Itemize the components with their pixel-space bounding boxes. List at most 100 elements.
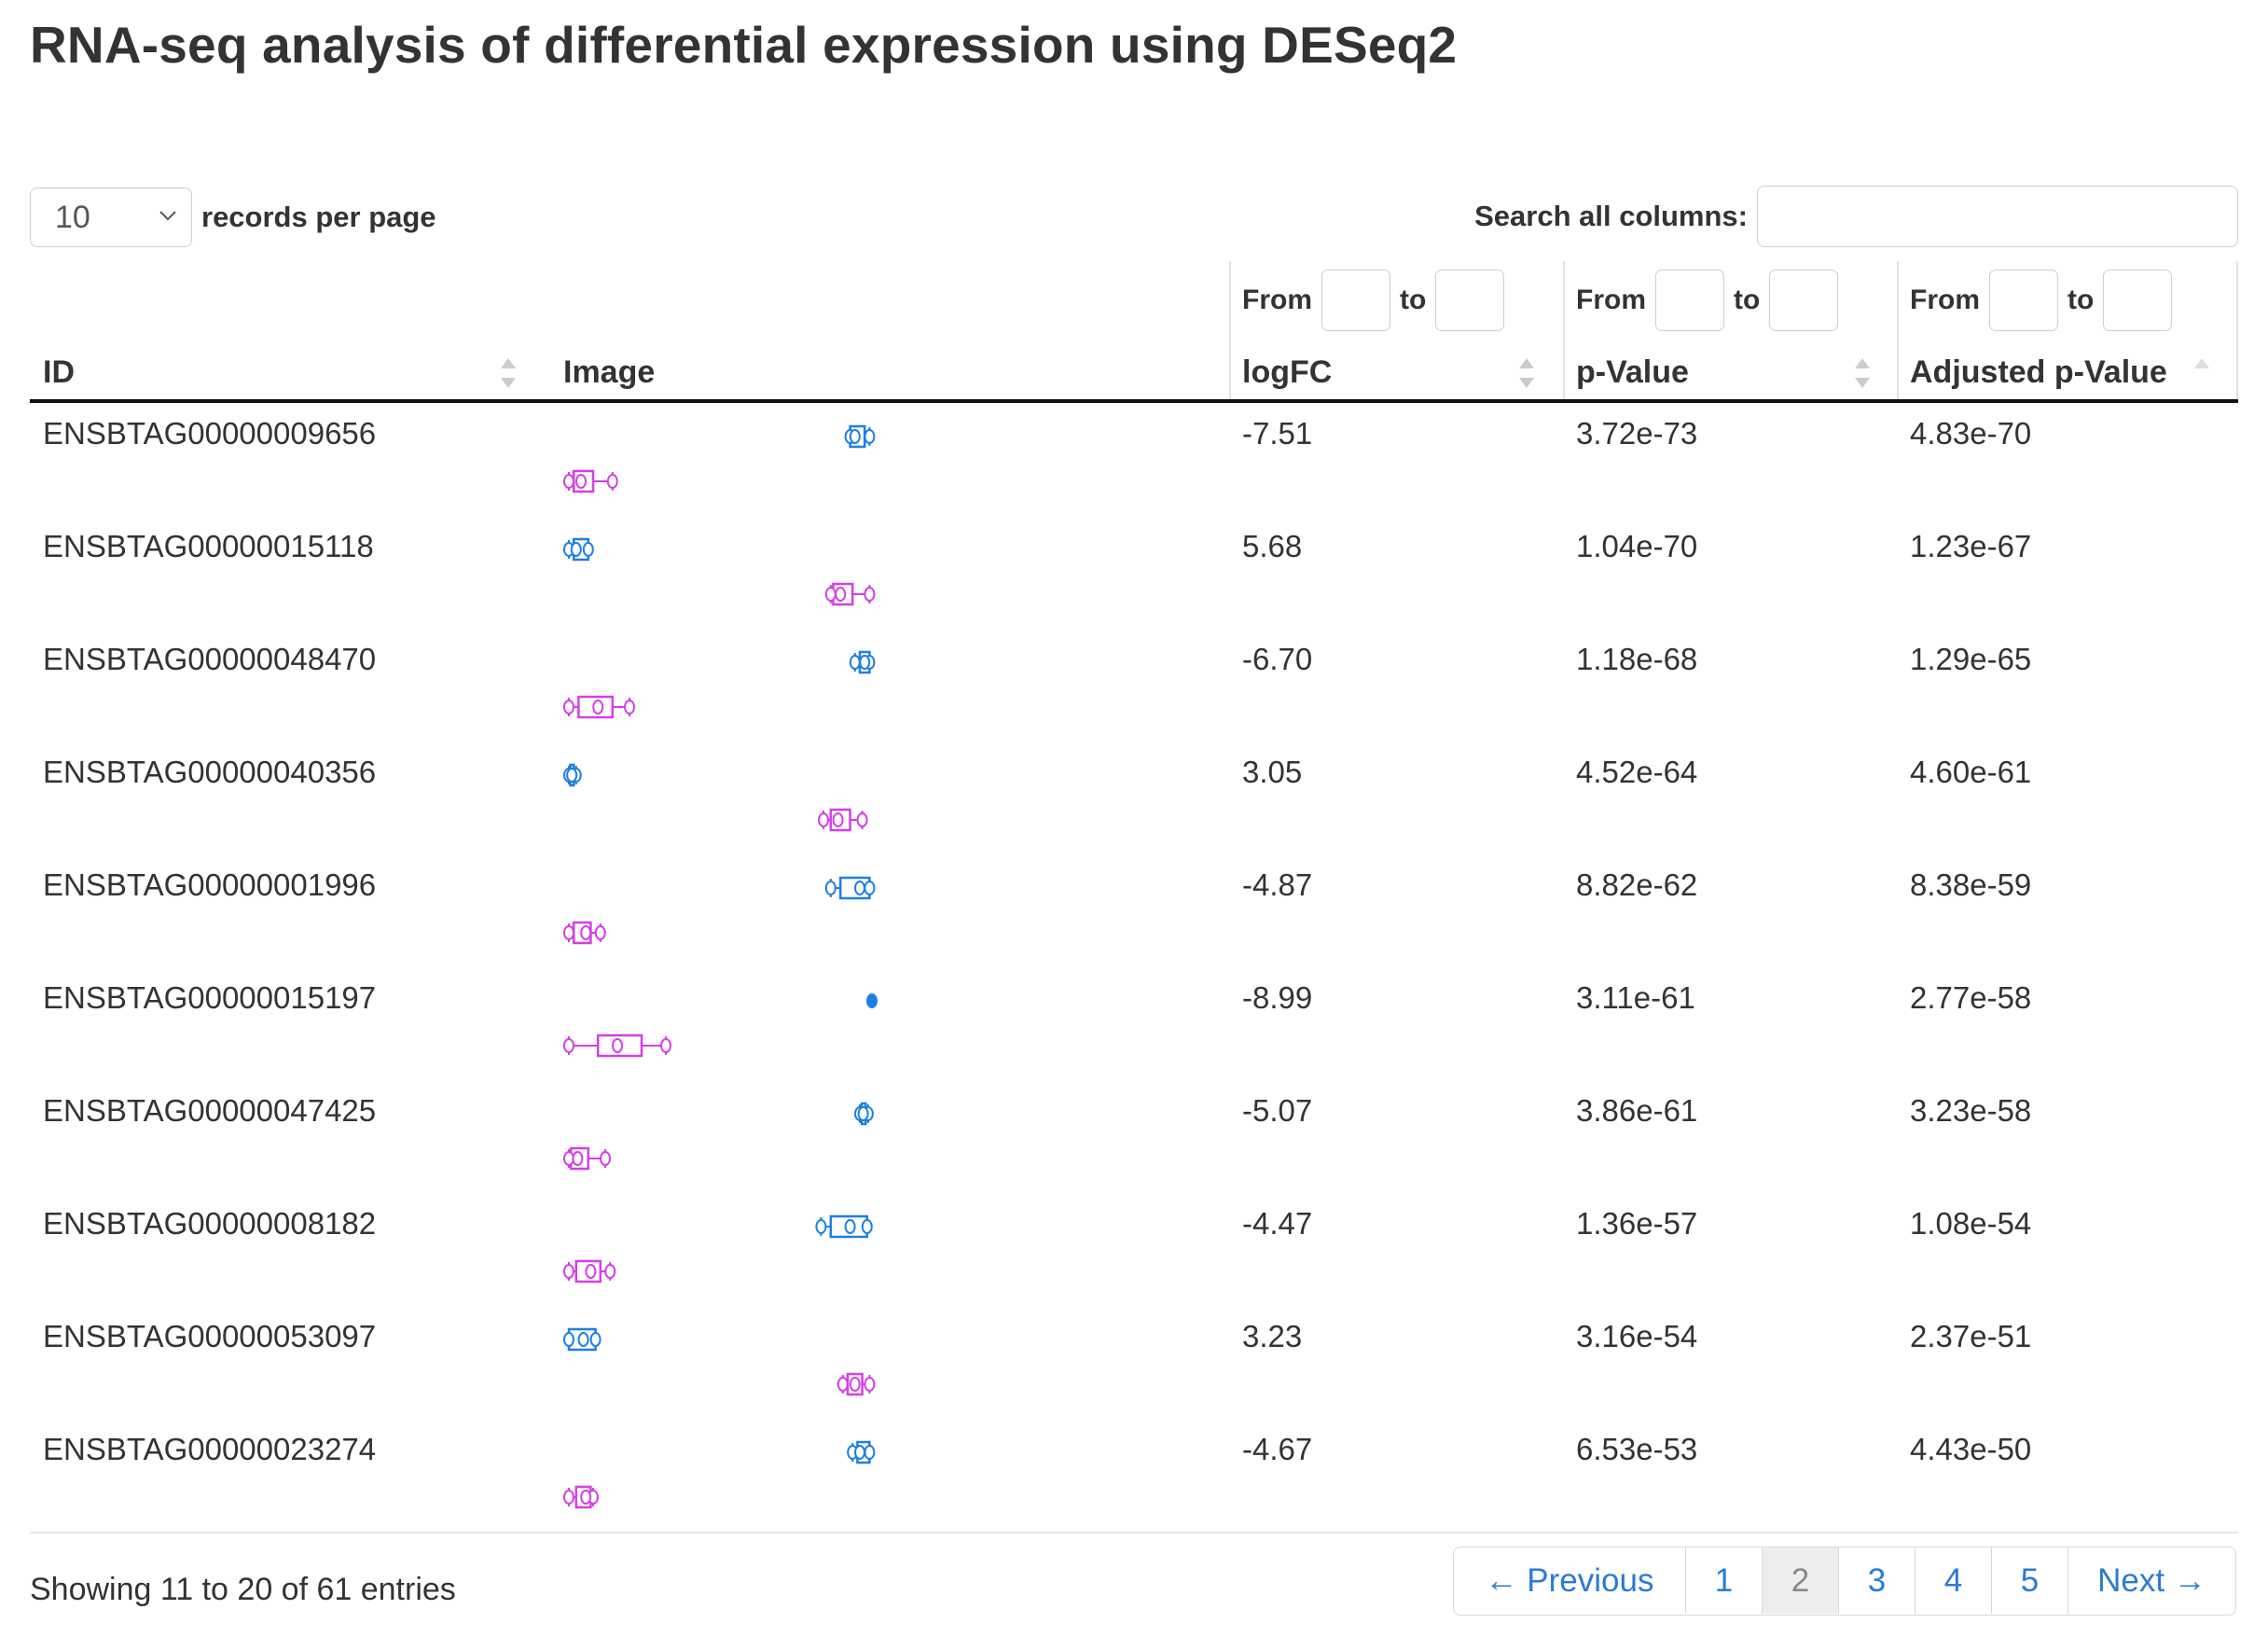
- adjusted-pvalue-cell: 1.29e-65: [1910, 642, 2032, 676]
- group2-boxplot: [563, 1146, 611, 1171]
- group2-boxplot-min-point: [824, 587, 837, 602]
- logfc-cell: -5.07: [1242, 1093, 1313, 1128]
- column-header-id[interactable]: ID: [43, 354, 75, 390]
- group2-boxplot-box: [574, 1259, 602, 1283]
- pvalue-cell: 1.36e-57: [1576, 1206, 1698, 1241]
- adjusted-pvalue-to-input[interactable]: [2103, 270, 2173, 331]
- search-area: Search all columns:: [1474, 186, 2238, 247]
- pvalue-cell: 1.18e-68: [1576, 642, 1698, 676]
- group1-boxplot: [563, 537, 594, 562]
- pvalue-cell: 8.82e-62: [1576, 867, 1698, 902]
- logfc-cell: 3.23: [1242, 1319, 1303, 1353]
- pvalue-cell: 3.72e-73: [1576, 416, 1698, 451]
- page-button-5[interactable]: 5: [1991, 1547, 2067, 1614]
- search-label: Search all columns:: [1474, 200, 1748, 232]
- group2-boxplot-min-point: [563, 925, 574, 940]
- logfc-filter: From to: [1242, 261, 1514, 340]
- logfc-cell: 3.05: [1242, 755, 1303, 789]
- group1-boxplot-median-point: [854, 1445, 865, 1460]
- sort-ascending-icon[interactable]: [2192, 354, 2212, 392]
- group2-boxplot: [824, 582, 876, 606]
- filter-to-label: to: [1734, 284, 1761, 315]
- group2-boxplot-median-point: [580, 1490, 592, 1505]
- group2-boxplot-box: [596, 1034, 643, 1058]
- page-button-1[interactable]: 1: [1685, 1547, 1762, 1614]
- logfc-to-input[interactable]: [1435, 270, 1505, 331]
- group1-boxplot-median-point: [854, 881, 865, 895]
- gene-id-cell: ENSBTAG00000023274: [43, 1432, 377, 1466]
- group2-boxplot: [563, 921, 606, 945]
- group2-boxplot: [563, 695, 635, 719]
- gene-id-cell: ENSBTAG00000047425: [43, 1093, 377, 1128]
- page-button-2[interactable]: 2: [1762, 1547, 1838, 1614]
- group1-boxplot-max-point: [589, 1332, 602, 1347]
- group2-boxplot: [837, 1372, 876, 1396]
- group2-boxplot-max-point: [856, 812, 868, 827]
- pvalue-to-input[interactable]: [1769, 270, 1839, 331]
- records-per-page-select[interactable]: 10: [30, 187, 192, 247]
- column-divider: [1897, 261, 1899, 401]
- sort-icon[interactable]: [498, 354, 519, 392]
- group2-boxplot-min-point: [563, 1264, 574, 1279]
- adjusted-pvalue-cell: 8.38e-59: [1910, 867, 2032, 902]
- group1-boxplot-max-point: [864, 1445, 876, 1460]
- sort-icon[interactable]: [1852, 354, 1873, 392]
- expression-boxplot: [563, 650, 876, 719]
- table-row: ENSBTAG00000008182 -4.47 1.36e-57 1.08e-54: [0, 1193, 2268, 1306]
- pvalue-cell: 6.53e-53: [1576, 1432, 1698, 1466]
- group1-boxplot: [824, 876, 876, 900]
- gene-id-cell: ENSBTAG00000009656: [43, 416, 377, 451]
- page-button-4[interactable]: 4: [1915, 1547, 1991, 1614]
- adjusted-pvalue-from-input[interactable]: [1989, 270, 2058, 331]
- gene-id-cell: ENSBTAG00000048470: [43, 642, 377, 676]
- filter-to-label: to: [1400, 284, 1427, 315]
- group2-boxplot: [818, 808, 868, 832]
- group2-boxplot-max-point: [660, 1038, 671, 1053]
- table-row: ENSBTAG00000015118 5.68 1.04e-70 1.23e-67: [0, 516, 2268, 629]
- group2-boxplot-max-point: [606, 474, 618, 489]
- pvalue-from-input[interactable]: [1655, 270, 1724, 331]
- group1-boxplot-median-point: [859, 655, 871, 670]
- column-header-adjusted-pvalue[interactable]: Adjusted p-Value: [1910, 354, 2167, 390]
- group1-boxplot-min-point: [824, 881, 837, 895]
- column-header-image: Image: [563, 354, 656, 390]
- adjusted-pvalue-cell: 2.37e-51: [1910, 1319, 2032, 1353]
- gene-id-cell: ENSBTAG00000015118: [43, 529, 374, 563]
- search-input[interactable]: [1757, 186, 2238, 247]
- logfc-cell: -7.51: [1242, 416, 1313, 451]
- expression-boxplot: [563, 1214, 873, 1283]
- group1-boxplot-median-point: [577, 1332, 589, 1347]
- group2-boxplot-max-point: [600, 1151, 611, 1166]
- pvalue-cell: 4.52e-64: [1576, 755, 1698, 789]
- expression-boxplot: [563, 1440, 876, 1509]
- next-page-button[interactable]: Next →: [2067, 1547, 2235, 1614]
- table-row: ENSBTAG00000040356 3.05 4.52e-64 4.60e-61: [0, 742, 2268, 854]
- expression-boxplot: [563, 1327, 876, 1396]
- table-row: ENSBTAG00000023274 -4.67 6.53e-53 4.43e-50: [0, 1419, 2268, 1532]
- group1-boxplot: [847, 1440, 876, 1464]
- pagination: ← Previous 1 2 3 4 5 Next →: [1453, 1547, 2236, 1616]
- expression-boxplot: [563, 537, 876, 606]
- group1-boxplot-median-point: [566, 768, 578, 783]
- group1-boxplot: [815, 1214, 873, 1239]
- group2-boxplot-min-point: [818, 812, 829, 827]
- column-header-logfc[interactable]: logFC: [1242, 354, 1333, 390]
- logfc-cell: -4.87: [1242, 867, 1313, 902]
- table-row: ENSBTAG00000015197 -8.99 3.11e-61 2.77e-58: [0, 967, 2268, 1080]
- logfc-cell: -6.70: [1242, 642, 1313, 676]
- pvalue-cell: 3.86e-61: [1576, 1093, 1698, 1128]
- filter-from-label: From: [1910, 284, 1980, 315]
- table-row: ENSBTAG00000053097 3.23 3.16e-54 2.37e-51: [0, 1306, 2268, 1419]
- group1-boxplot-min-point: [815, 1219, 827, 1234]
- adjusted-pvalue-cell: 4.43e-50: [1910, 1432, 2032, 1466]
- gene-id-cell: ENSBTAG00000053097: [43, 1319, 377, 1353]
- sort-icon[interactable]: [1516, 354, 1537, 392]
- column-header-pvalue[interactable]: p-Value: [1576, 354, 1689, 390]
- group1-boxplot: [849, 650, 876, 674]
- group1-boxplot: [563, 1327, 602, 1352]
- logfc-from-input[interactable]: [1321, 270, 1390, 331]
- previous-page-button[interactable]: ← Previous: [1485, 1561, 1654, 1599]
- page-button-3[interactable]: 3: [1838, 1547, 1915, 1614]
- group2-boxplot-median-point: [832, 812, 844, 827]
